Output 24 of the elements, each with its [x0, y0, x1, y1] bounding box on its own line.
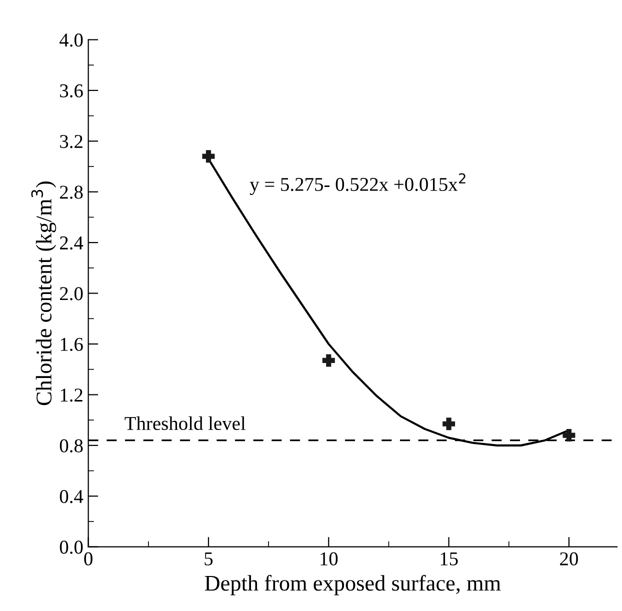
- y-axis-title: Chloride content (kg/m$^{3}$): [31, 182, 56, 406]
- x-tick-label: 10: [320, 552, 338, 566]
- point: [202, 150, 215, 163]
- point: [322, 354, 335, 367]
- y-tick-label: 1.2: [60, 388, 82, 402]
- y-tick-label: 0.4: [60, 490, 84, 504]
- y-tick-label: 0.8: [60, 439, 83, 452]
- y-tick-label: 2.8: [60, 186, 83, 199]
- y-tick-label: 3.6: [60, 84, 83, 98]
- point: [562, 429, 576, 442]
- ref-line-label: Threshold level: [124, 416, 246, 430]
- x-tick-label: 5: [204, 552, 213, 566]
- y-tick-label: 3.2: [60, 135, 82, 148]
- y-tick-label: 4.0: [60, 34, 83, 47]
- x-tick-label: 20: [560, 552, 578, 566]
- x-axis-title: Depth from exposed surface, mm: [204, 574, 501, 596]
- point: [442, 418, 456, 430]
- annotation: y = 5.275- 0.522x +0.015x$^{2}$: [250, 173, 466, 195]
- y-tick-label: 2.0: [60, 287, 83, 300]
- y-tick-label: 1.6: [60, 338, 83, 352]
- y-tick-label: 0.0: [60, 540, 83, 554]
- x-tick-label: 0: [84, 552, 92, 566]
- y-tick-label: 2.4: [60, 236, 84, 250]
- x-tick-label: 15: [440, 552, 458, 566]
